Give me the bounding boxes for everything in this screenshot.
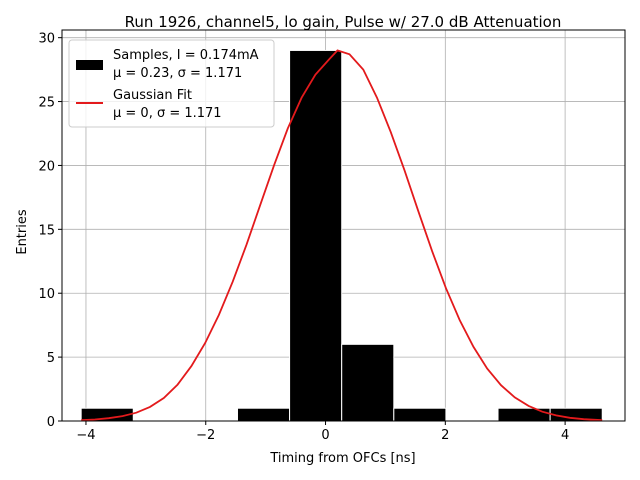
x-axis-label: Timing from OFCs [ns] — [269, 451, 415, 466]
x-tick-label: 0 — [321, 428, 329, 443]
legend-fit-stats: μ = 0, σ = 1.171 — [113, 106, 222, 121]
y-tick-label: 0 — [47, 415, 55, 430]
legend-hist-label: Samples, I = 0.174mA — [113, 48, 259, 63]
axis-ticks: −4 −2 0 2 4 0 5 10 15 20 25 30 — [38, 32, 569, 443]
legend-box — [68, 39, 275, 128]
legend-hist-stats: μ = 0.23, σ = 1.171 — [113, 66, 242, 81]
histogram-bar — [236, 407, 291, 422]
y-tick-label: 20 — [38, 159, 55, 174]
legend: Samples, I = 0.174mA μ = 0.23, σ = 1.171… — [68, 39, 275, 128]
x-tick-label: 2 — [441, 428, 449, 443]
histogram-bar — [393, 407, 447, 422]
histogram-bar — [289, 49, 343, 422]
histogram-bars — [80, 49, 603, 422]
y-tick-label: 15 — [38, 223, 55, 238]
x-tick-label: −2 — [196, 428, 215, 443]
y-tick-label: 25 — [38, 96, 55, 111]
y-tick-label: 30 — [38, 32, 55, 47]
x-tick-label: −4 — [76, 428, 95, 443]
gaussian-fit-line — [81, 49, 603, 422]
y-tick-label: 5 — [47, 351, 55, 366]
plot-frame — [61, 29, 626, 422]
gaussian-fit — [81, 49, 603, 422]
y-axis-label: Entries — [15, 209, 30, 255]
histogram-bar — [497, 407, 551, 422]
chart-title: Run 1926, channel5, lo gain, Pulse w/ 27… — [125, 13, 562, 31]
x-tick-label: 4 — [561, 428, 569, 443]
legend-hist-swatch — [76, 60, 103, 70]
histogram-bar — [341, 343, 395, 422]
legend-fit-label: Gaussian Fit — [113, 88, 192, 103]
y-tick-label: 10 — [38, 287, 55, 302]
